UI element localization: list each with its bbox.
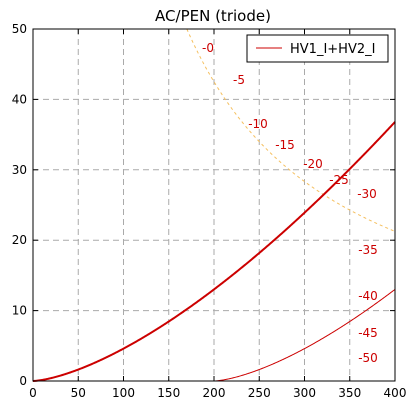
- y-tick-label: 30: [12, 163, 27, 177]
- dissipation-curve: [186, 28, 396, 232]
- curve-label: -35: [358, 243, 378, 257]
- x-tick-label: 400: [384, 386, 407, 400]
- grid: [33, 29, 395, 381]
- curve-label: -0: [202, 41, 214, 55]
- curve-label: -15: [275, 138, 295, 152]
- plate-curve: [32, 121, 396, 382]
- curve-label: -40: [358, 289, 378, 303]
- x-tick-label: 50: [71, 386, 86, 400]
- chart-title: AC/PEN (triode): [155, 7, 271, 25]
- x-tick-label: 300: [293, 386, 316, 400]
- x-tick-label: 200: [203, 386, 226, 400]
- y-tick-label: 0: [19, 374, 27, 388]
- legend-label: HV1_I+HV2_I: [290, 42, 375, 57]
- curve-label: -5: [233, 73, 245, 87]
- curve-label: -20: [303, 157, 323, 171]
- legend: HV1_I+HV2_I: [246, 34, 389, 63]
- x-tick-label: 0: [29, 386, 37, 400]
- x-tick-label: 350: [338, 386, 361, 400]
- y-tick-label: 50: [12, 22, 27, 36]
- dissipation-line: [186, 28, 396, 232]
- y-tick-label: 10: [12, 304, 27, 318]
- y-tick-label: 20: [12, 233, 27, 247]
- curve-label: -25: [329, 173, 349, 187]
- curve-label: -50: [358, 351, 378, 365]
- x-tick-label: 250: [248, 386, 271, 400]
- curve-label: -30: [357, 187, 377, 201]
- x-tick-label: 150: [157, 386, 180, 400]
- x-tick-label: 100: [112, 386, 135, 400]
- axis-ticks: 0 50 100 150 200 250 300 350 400 0 10 20 30 40 50: [12, 22, 407, 400]
- curve-labels: -0 -5 -10 -15 -20 -25 -30 -35 -40 -45 -50: [202, 41, 378, 365]
- y-tick-label: 40: [12, 92, 27, 106]
- curve-label: -45: [358, 326, 378, 340]
- curve-label: -10: [248, 117, 268, 131]
